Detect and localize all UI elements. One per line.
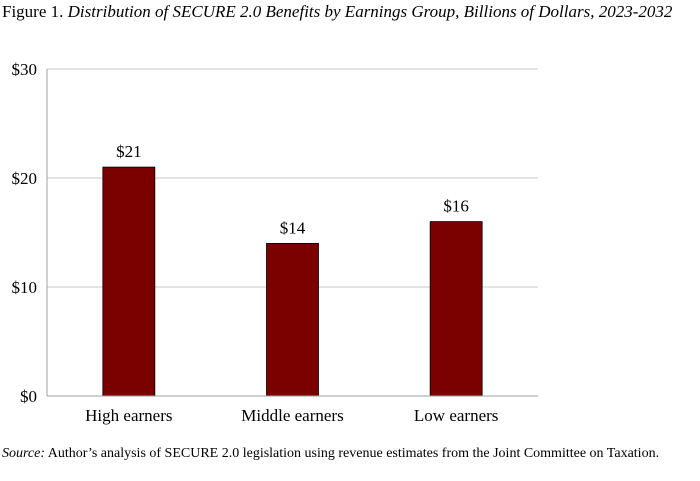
x-tick-label: Middle earners xyxy=(241,406,343,425)
figure-label: Figure 1. xyxy=(2,2,64,21)
figure-title: Figure 1. Distribution of SECURE 2.0 Ben… xyxy=(2,2,692,21)
source-note: Source: Author’s analysis of SECURE 2.0 … xyxy=(2,445,692,462)
bar xyxy=(429,221,483,397)
y-tick-label: $30 xyxy=(12,60,38,79)
bar xyxy=(266,242,319,397)
y-tick-label: $0 xyxy=(20,387,37,406)
data-label: $21 xyxy=(116,142,142,161)
figure-title-text: Distribution of SECURE 2.0 Benefits by E… xyxy=(67,2,673,21)
data-labels: $21 $14 $16 xyxy=(116,142,469,237)
source-label: Source: xyxy=(2,446,46,461)
y-tick-labels: $0 $10 $20 $30 xyxy=(12,60,38,406)
source-text: Author’s analysis of SECURE 2.0 legislat… xyxy=(47,446,660,461)
bar xyxy=(102,166,156,397)
x-tick-label: High earners xyxy=(85,406,172,425)
data-label: $14 xyxy=(280,218,306,237)
y-tick-label: $10 xyxy=(12,278,38,297)
axes xyxy=(46,69,538,397)
x-tick-labels: High earners Middle earners Low earners xyxy=(85,406,498,425)
data-label: $16 xyxy=(443,197,469,216)
x-tick-label: Low earners xyxy=(414,406,499,425)
y-tick-label: $20 xyxy=(12,169,38,188)
bars xyxy=(102,166,483,397)
